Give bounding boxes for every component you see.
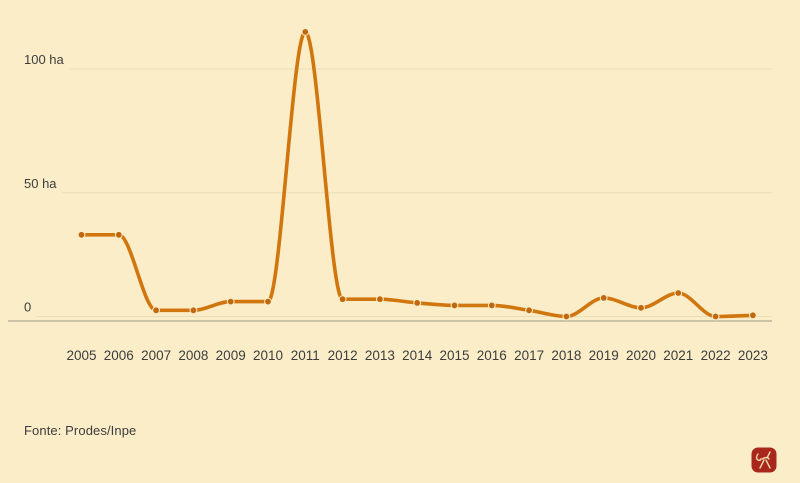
y-tick-label: 50 ha [24, 176, 57, 191]
x-tick-label: 2006 [104, 348, 134, 363]
y-tick-label: 0 [24, 300, 31, 315]
seal-marks [755, 451, 771, 469]
source-caption: Fonte: Prodes/Inpe [24, 423, 137, 438]
x-tick-label: 2014 [402, 348, 433, 363]
data-point-2017[interactable] [525, 306, 533, 315]
x-tick-label: 2022 [701, 348, 731, 363]
x-tick-label: 2021 [663, 348, 693, 363]
data-point-2013[interactable] [376, 295, 384, 304]
publisher-logo[interactable] [751, 447, 777, 473]
x-tick-label: 2015 [439, 348, 469, 363]
data-point-2020[interactable] [637, 303, 645, 312]
x-tick-label: 2018 [551, 348, 581, 363]
data-point-2016[interactable] [487, 301, 496, 310]
x-tick-label: 2023 [738, 348, 768, 363]
x-tick-label: 2010 [253, 348, 283, 363]
data-point-2014[interactable] [413, 299, 422, 307]
data-point-2005[interactable] [77, 230, 86, 239]
x-tick-label: 2007 [141, 348, 171, 363]
data-point-2009[interactable] [226, 297, 235, 306]
data-point-2015[interactable] [450, 301, 459, 310]
data-point-2021[interactable] [674, 289, 683, 297]
x-tick-label: 2009 [216, 348, 246, 363]
data-point-2006[interactable] [114, 230, 123, 239]
data-point-2007[interactable] [152, 306, 161, 315]
data-point-2012[interactable] [338, 295, 347, 304]
x-tick-label: 2013 [365, 348, 395, 363]
x-tick-label: 2019 [589, 348, 619, 363]
x-tick-label: 2008 [178, 348, 208, 363]
data-point-2022[interactable] [711, 312, 720, 321]
data-point-2010[interactable] [264, 297, 272, 306]
data-line [79, 30, 755, 319]
data-point-2008[interactable] [189, 306, 198, 315]
data-point-2023[interactable] [749, 311, 757, 320]
y-tick-label: 100 ha [24, 52, 65, 67]
x-tick-label: 2011 [291, 348, 320, 363]
data-point-2018[interactable] [562, 312, 571, 321]
x-tick-label: 2012 [328, 348, 358, 363]
data-point-2019[interactable] [599, 294, 608, 302]
x-tick-label: 2005 [66, 348, 96, 363]
red-seal-stamp-icon [751, 447, 777, 473]
x-tick-label: 2017 [514, 348, 544, 363]
data-point-2011[interactable] [301, 28, 310, 36]
x-tick-label: 2020 [626, 348, 656, 363]
line-chart: 100 ha 50 ha 0 2005 2006 2007 2008 2009 2010 2011… [8, 28, 772, 363]
x-tick-label: 2016 [477, 348, 507, 363]
